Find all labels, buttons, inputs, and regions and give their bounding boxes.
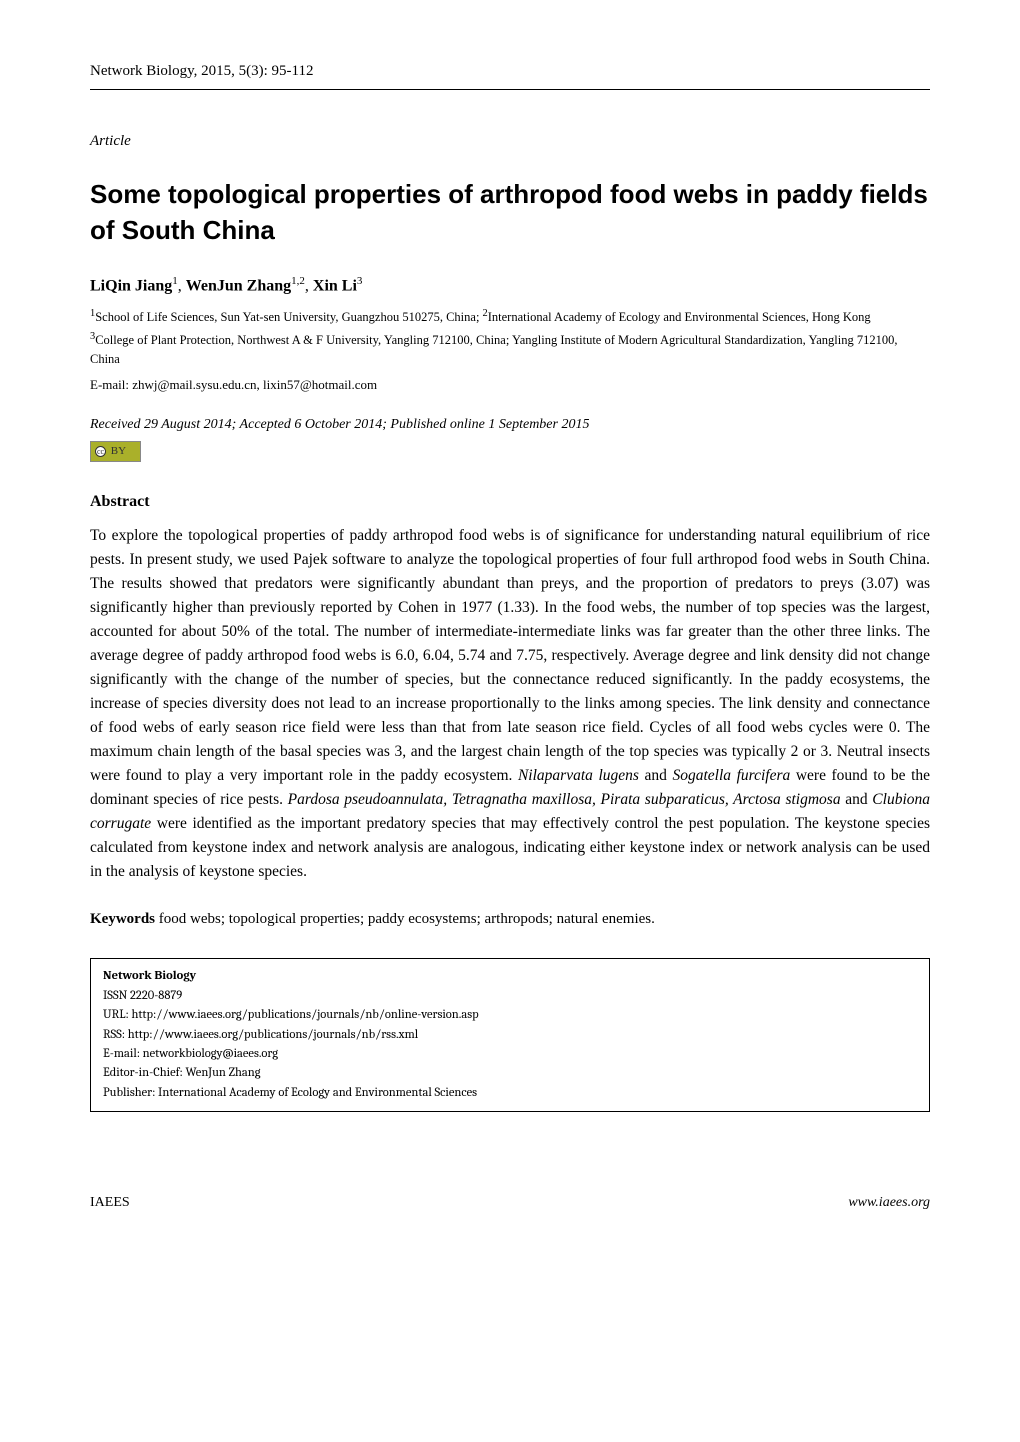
author-2: WenJun Zhang: [186, 277, 291, 294]
journal-citation: Network Biology, 2015, 5(3): 95-112: [90, 63, 313, 79]
page-footer: IAEES www.iaees.org: [90, 1192, 930, 1213]
keywords-line: Keywords food webs; topological properti…: [90, 908, 930, 931]
abstract-heading: Abstract: [90, 490, 930, 514]
affiliation-1: 1School of Life Sciences, Sun Yat-sen Un…: [90, 306, 930, 327]
info-box-rss: RSS: http://www.iaees.org/publications/j…: [103, 1026, 917, 1045]
cc-by-badge: cc BY: [90, 441, 141, 462]
info-box-editor: Editor-in-Chief: WenJun Zhang: [103, 1064, 917, 1083]
keywords-text: food webs; topological properties; paddy…: [159, 911, 655, 927]
info-box-title: Network Biology: [103, 967, 917, 986]
cc-icon: cc: [95, 446, 106, 457]
footer-left: IAEES: [90, 1192, 130, 1213]
info-box-url: URL: http://www.iaees.org/publications/j…: [103, 1006, 917, 1025]
article-title: Some topological properties of arthropod…: [90, 176, 930, 249]
article-dates: Received 29 August 2014; Accepted 6 Octo…: [90, 414, 930, 435]
article-type-label: Article: [90, 130, 930, 153]
author-list: LiQin Jiang1, WenJun Zhang1,2, Xin Li3: [90, 273, 930, 298]
author-3: Xin Li: [313, 277, 357, 294]
footer-right: www.iaees.org: [848, 1192, 930, 1213]
journal-info-box: Network Biology ISSN 2220-8879 URL: http…: [90, 958, 930, 1112]
affiliation-2: 3College of Plant Protection, Northwest …: [90, 329, 930, 369]
keywords-label: Keywords: [90, 911, 155, 927]
info-box-issn: ISSN 2220-8879: [103, 987, 917, 1006]
author-1: LiQin Jiang: [90, 277, 172, 294]
journal-header: Network Biology, 2015, 5(3): 95-112: [90, 60, 930, 90]
info-box-publisher: Publisher: International Academy of Ecol…: [103, 1084, 917, 1103]
abstract-body: To explore the topological properties of…: [90, 524, 930, 884]
info-box-email: E-mail: networkbiology@iaees.org: [103, 1045, 917, 1064]
correspondence-email: E-mail: zhwj@mail.sysu.edu.cn, lixin57@h…: [90, 375, 930, 395]
cc-by-text: BY: [108, 445, 126, 457]
